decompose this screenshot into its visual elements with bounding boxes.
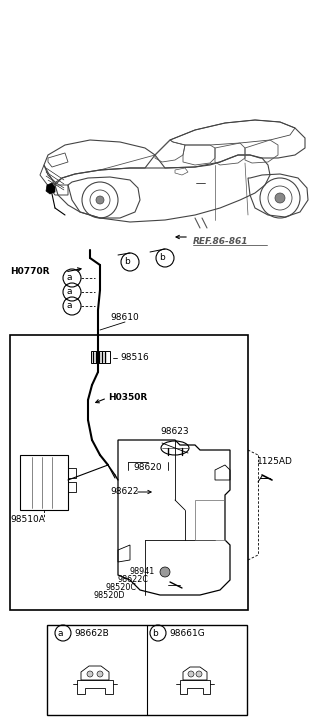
- Text: a: a: [66, 287, 72, 297]
- Text: H0770R: H0770R: [10, 268, 49, 276]
- Text: a: a: [57, 629, 63, 638]
- Text: 98622C: 98622C: [118, 576, 149, 585]
- Text: 98520C: 98520C: [105, 584, 136, 593]
- Text: a: a: [66, 273, 72, 283]
- Text: 98622: 98622: [110, 488, 138, 497]
- Text: 98661G: 98661G: [169, 629, 205, 638]
- Text: 98510A: 98510A: [10, 515, 45, 524]
- Circle shape: [96, 196, 104, 204]
- Text: 1125AD: 1125AD: [257, 457, 293, 467]
- Text: b: b: [159, 254, 165, 262]
- Text: 98516: 98516: [120, 353, 149, 363]
- Text: b: b: [152, 629, 158, 638]
- Circle shape: [196, 671, 202, 677]
- Circle shape: [160, 567, 170, 577]
- Text: H0350R: H0350R: [108, 393, 147, 403]
- Text: 98662B: 98662B: [74, 629, 109, 638]
- Text: 98620: 98620: [134, 462, 162, 472]
- Circle shape: [275, 193, 285, 203]
- Bar: [47, 625, 247, 715]
- Bar: [10, 335, 248, 610]
- Text: b: b: [124, 257, 130, 267]
- Circle shape: [87, 671, 93, 677]
- Polygon shape: [46, 183, 55, 194]
- Text: 98941: 98941: [130, 568, 155, 577]
- Text: 98610: 98610: [111, 313, 139, 323]
- Text: 98520D: 98520D: [93, 592, 124, 601]
- Circle shape: [188, 671, 194, 677]
- Circle shape: [97, 671, 103, 677]
- Text: 98623: 98623: [161, 427, 189, 436]
- Text: REF.86-861: REF.86-861: [193, 236, 249, 246]
- Text: a: a: [66, 302, 72, 310]
